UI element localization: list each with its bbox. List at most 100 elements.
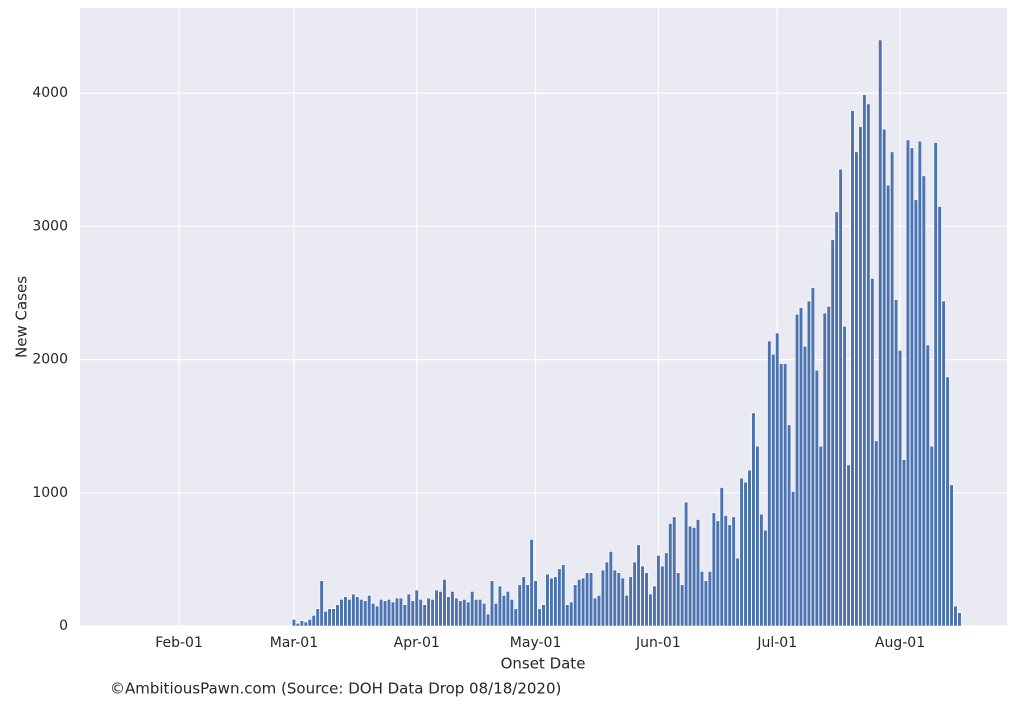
bar xyxy=(454,597,459,627)
bar xyxy=(703,580,709,627)
bar xyxy=(549,577,554,627)
bar xyxy=(822,312,827,627)
bar xyxy=(335,604,340,627)
bar xyxy=(474,599,479,627)
bar xyxy=(731,516,736,627)
bar xyxy=(347,599,352,627)
bar xyxy=(723,515,728,627)
bar xyxy=(410,600,415,627)
x-tick-label: May-01 xyxy=(510,635,562,651)
y-tick-label: 4000 xyxy=(32,85,68,101)
bar xyxy=(794,314,800,627)
bar xyxy=(687,525,693,627)
bar xyxy=(371,603,376,627)
bar xyxy=(485,613,491,627)
x-axis-label: Onset Date xyxy=(501,655,586,673)
bar xyxy=(798,307,804,627)
bar xyxy=(913,199,918,627)
bar xyxy=(497,585,503,627)
bar xyxy=(616,572,621,627)
y-axis-label: New Cases xyxy=(13,276,31,358)
bar xyxy=(648,593,653,627)
bar xyxy=(743,481,748,627)
bar xyxy=(481,603,487,627)
bar xyxy=(501,595,506,627)
bar xyxy=(636,544,641,627)
bar xyxy=(858,126,863,627)
bar xyxy=(874,440,879,627)
bar xyxy=(878,39,883,627)
bar xyxy=(402,604,407,627)
bar xyxy=(838,168,843,627)
bar xyxy=(351,593,356,627)
bar xyxy=(802,346,808,627)
bar xyxy=(882,128,887,627)
bar xyxy=(747,469,752,627)
bar xyxy=(604,561,609,627)
bar xyxy=(390,601,396,627)
bar xyxy=(870,278,875,627)
bar xyxy=(632,561,637,627)
bar xyxy=(291,619,297,627)
bar xyxy=(541,604,546,627)
bar xyxy=(715,520,720,627)
bar xyxy=(921,175,926,627)
bar xyxy=(315,608,320,627)
bar xyxy=(565,604,570,627)
bar xyxy=(660,565,665,627)
bar xyxy=(339,599,344,627)
bar xyxy=(588,572,594,627)
x-tick-label: Aug-01 xyxy=(875,635,925,651)
bar xyxy=(886,184,891,627)
bar xyxy=(699,571,705,627)
bar xyxy=(890,151,895,627)
bar xyxy=(561,564,566,627)
bar xyxy=(624,595,629,627)
bar xyxy=(810,287,815,627)
bar xyxy=(628,576,633,627)
bar xyxy=(941,300,946,627)
bar xyxy=(897,349,903,627)
bar xyxy=(462,599,467,627)
bar xyxy=(378,599,384,627)
bar xyxy=(668,523,673,627)
bar xyxy=(517,584,522,627)
bar xyxy=(933,142,938,627)
bar xyxy=(806,300,812,627)
bar xyxy=(656,555,661,627)
bar xyxy=(826,306,831,627)
bar xyxy=(608,551,613,627)
bar xyxy=(771,353,776,627)
bar xyxy=(949,484,954,627)
bar xyxy=(466,601,471,627)
bar xyxy=(854,151,859,627)
bar xyxy=(569,601,574,627)
bar xyxy=(529,539,534,627)
bar xyxy=(711,512,716,627)
x-tick-label: Mar-01 xyxy=(270,635,318,651)
bar xyxy=(917,140,922,627)
bar xyxy=(909,147,915,627)
x-tick-label: Apr-01 xyxy=(394,635,440,651)
bar xyxy=(382,600,388,627)
bar xyxy=(307,619,312,627)
bar xyxy=(929,445,934,627)
bar xyxy=(905,139,911,627)
bar xyxy=(719,487,724,627)
bar xyxy=(783,363,788,627)
bar xyxy=(422,604,427,627)
bar xyxy=(414,589,419,627)
bar xyxy=(727,524,732,627)
y-tick-label: 1000 xyxy=(32,485,68,501)
bar xyxy=(363,600,368,627)
bar xyxy=(644,572,649,627)
bar xyxy=(426,597,431,627)
bar xyxy=(533,580,538,627)
bar xyxy=(759,513,764,627)
bar xyxy=(945,376,950,627)
bar xyxy=(830,239,835,627)
bar xyxy=(394,597,400,627)
bar xyxy=(953,605,958,627)
y-tick-label: 3000 xyxy=(32,218,68,234)
bar xyxy=(398,597,403,627)
